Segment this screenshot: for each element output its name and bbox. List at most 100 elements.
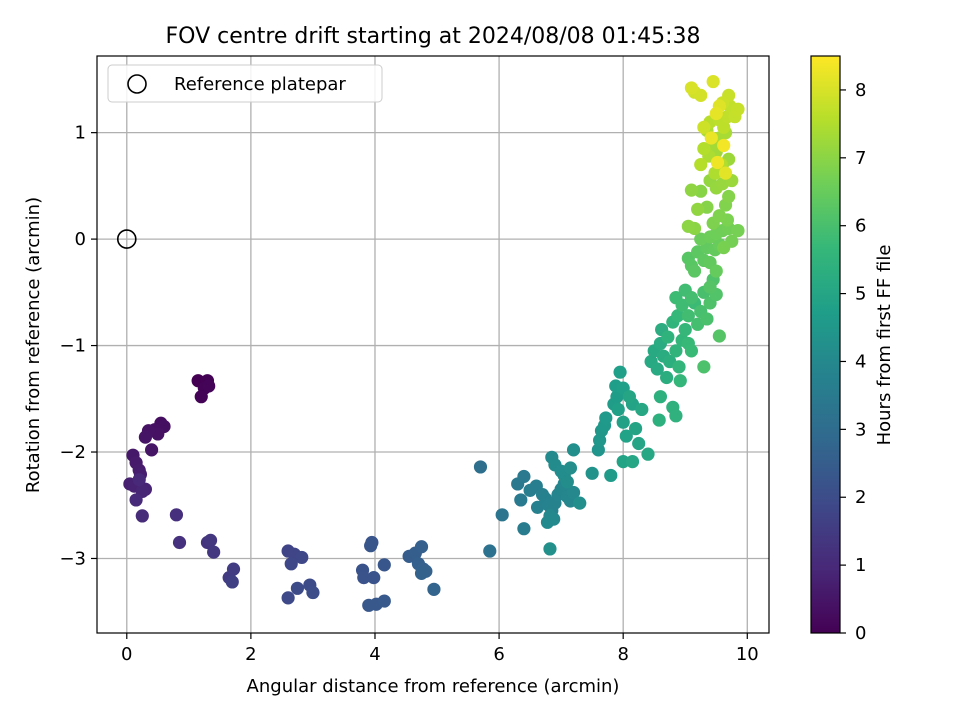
data-point bbox=[625, 455, 640, 469]
y-tick-label: 1 bbox=[75, 123, 86, 144]
data-point bbox=[563, 461, 578, 475]
data-point bbox=[611, 402, 625, 417]
reference-platepar-marker bbox=[116, 229, 137, 249]
data-point bbox=[717, 120, 731, 134]
data-point bbox=[517, 522, 531, 536]
colorbar-tick-label: 3 bbox=[855, 419, 866, 440]
data-point bbox=[710, 155, 725, 170]
data-point bbox=[599, 411, 613, 425]
grid bbox=[97, 56, 769, 633]
data-point bbox=[573, 496, 587, 510]
data-point bbox=[675, 298, 689, 312]
data-point bbox=[145, 443, 159, 457]
data-point bbox=[560, 475, 574, 489]
data-point bbox=[687, 264, 702, 278]
data-points bbox=[123, 74, 745, 612]
data-point bbox=[284, 557, 298, 571]
data-point bbox=[357, 571, 371, 585]
data-point bbox=[427, 582, 441, 596]
data-point bbox=[616, 455, 630, 469]
data-point bbox=[669, 344, 683, 358]
data-point bbox=[669, 409, 683, 423]
data-point bbox=[225, 575, 239, 589]
data-point bbox=[641, 447, 655, 461]
data-point bbox=[172, 535, 187, 550]
data-point bbox=[718, 166, 733, 180]
data-point bbox=[514, 493, 528, 507]
data-point bbox=[377, 594, 391, 608]
data-point bbox=[709, 106, 723, 121]
x-tick-label: 6 bbox=[493, 644, 504, 665]
x-tick-label: 0 bbox=[121, 644, 132, 665]
x-axis-label: Angular distance from reference (arcmin) bbox=[247, 676, 620, 697]
data-point bbox=[697, 142, 711, 156]
data-point bbox=[694, 157, 708, 172]
data-point bbox=[517, 469, 531, 484]
data-point bbox=[207, 545, 221, 559]
colorbar-tick-label: 0 bbox=[855, 623, 866, 644]
data-point bbox=[694, 88, 708, 102]
y-axis-label: Rotation from reference (arcmin) bbox=[23, 197, 44, 493]
data-point bbox=[281, 591, 295, 605]
data-point bbox=[731, 223, 745, 238]
chart-title: FOV centre drift starting at 2024/08/08 … bbox=[166, 24, 701, 49]
x-tick-label: 8 bbox=[617, 644, 628, 665]
data-point bbox=[703, 280, 717, 294]
colorbar-label: Hours from first FF file bbox=[874, 245, 895, 446]
data-point bbox=[604, 468, 618, 483]
data-point bbox=[709, 264, 723, 278]
data-point bbox=[684, 291, 699, 305]
data-point bbox=[619, 429, 633, 443]
data-point bbox=[712, 329, 726, 343]
data-point bbox=[653, 390, 668, 404]
y-tick-label: 0 bbox=[75, 229, 86, 250]
data-point bbox=[135, 509, 149, 523]
data-point bbox=[543, 542, 557, 556]
data-point bbox=[616, 415, 630, 429]
legend-box bbox=[107, 64, 383, 103]
data-point bbox=[706, 74, 720, 89]
colorbar-tick-label: 8 bbox=[855, 80, 866, 101]
legend: Reference platepar bbox=[107, 64, 383, 103]
colorbar-tick-label: 4 bbox=[855, 351, 866, 372]
data-point bbox=[530, 500, 545, 514]
data-point bbox=[202, 379, 216, 393]
data-point bbox=[203, 533, 218, 547]
data-point bbox=[691, 202, 705, 216]
data-point bbox=[673, 374, 687, 388]
data-point bbox=[684, 81, 699, 95]
data-point bbox=[306, 585, 320, 600]
data-point bbox=[678, 322, 692, 337]
data-point bbox=[672, 360, 686, 374]
data-point bbox=[585, 466, 599, 480]
legend-marker-icon bbox=[127, 74, 147, 94]
colorbar-gradient bbox=[810, 55, 841, 634]
colorbar: 0 1 2 3 4 5 6 7 8 Hours from first FF file bbox=[810, 55, 895, 644]
data-point bbox=[226, 562, 241, 576]
colorbar-tick-label: 5 bbox=[855, 284, 866, 305]
data-point bbox=[473, 460, 488, 474]
data-point bbox=[414, 540, 429, 554]
colorbar-tick-label: 6 bbox=[855, 216, 866, 237]
data-point bbox=[566, 485, 581, 500]
data-point bbox=[650, 362, 664, 376]
x-tick-label: 10 bbox=[736, 644, 759, 665]
data-point bbox=[169, 508, 184, 522]
x-axis-ticks: 0 2 4 6 8 10 bbox=[121, 633, 759, 665]
data-point bbox=[367, 571, 381, 585]
data-point bbox=[377, 558, 391, 572]
data-point bbox=[717, 241, 731, 255]
plot-frame bbox=[96, 55, 770, 634]
data-point bbox=[632, 436, 646, 451]
data-point bbox=[661, 330, 675, 344]
data-point bbox=[613, 365, 627, 379]
data-point bbox=[681, 309, 695, 323]
x-tick-label: 2 bbox=[245, 644, 256, 665]
data-point bbox=[681, 219, 695, 233]
data-point bbox=[132, 473, 146, 487]
data-point bbox=[684, 183, 699, 197]
y-axis-ticks: −3 −2 −1 0 1 bbox=[59, 123, 97, 569]
data-point bbox=[566, 443, 581, 457]
data-point bbox=[495, 508, 509, 522]
